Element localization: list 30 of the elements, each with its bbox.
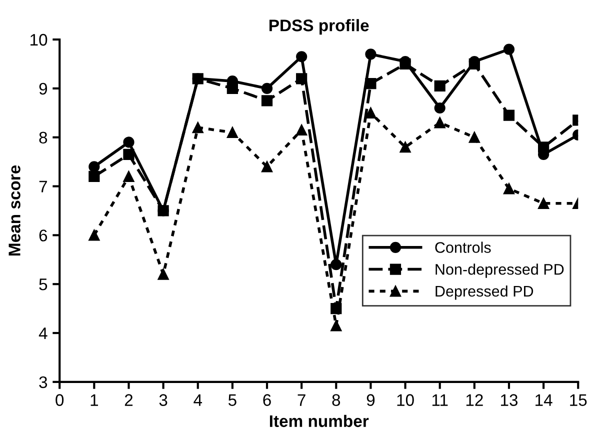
x-tick-label: 15 bbox=[570, 394, 587, 406]
y-tick-label: 4 bbox=[38, 328, 48, 340]
x-tick-label: 11 bbox=[432, 394, 448, 406]
y-tick-label: 9 bbox=[39, 82, 48, 95]
x-tick-label: 5 bbox=[228, 394, 236, 406]
y-tick-label: 8 bbox=[39, 132, 48, 144]
y-tick-label: 5 bbox=[39, 278, 48, 290]
x-tick-label: 2 bbox=[124, 394, 133, 406]
x-tick-label: 0 bbox=[56, 394, 64, 406]
legend-label: Controls bbox=[435, 242, 491, 253]
x-axis-title: Item number bbox=[270, 414, 369, 428]
x-tick-label: 7 bbox=[298, 394, 306, 406]
x-tick-label: 3 bbox=[159, 394, 168, 406]
x-tick-label: 9 bbox=[366, 394, 375, 406]
x-tick-label: 12 bbox=[466, 394, 483, 406]
y-axis-title: Mean score bbox=[8, 165, 20, 256]
x-tick-label: 13 bbox=[500, 394, 518, 406]
y-tick-label: 3 bbox=[39, 376, 48, 388]
x-tick-label: 14 bbox=[536, 394, 552, 406]
x-tick-label: 1 bbox=[90, 394, 98, 406]
y-tick-label: 7 bbox=[39, 180, 47, 192]
x-tick-label: 6 bbox=[263, 394, 271, 406]
x-tick-label: 8 bbox=[332, 394, 340, 406]
x-tick-label: 4 bbox=[194, 394, 202, 406]
chart-title: PDSS profile bbox=[270, 19, 369, 35]
y-tick-label: 10 bbox=[30, 34, 48, 46]
legend-label: Depressed PD bbox=[436, 285, 534, 300]
y-tick-label: 6 bbox=[39, 230, 48, 242]
legend-label: Non-depressed PD bbox=[436, 264, 564, 278]
x-tick-label: 10 bbox=[397, 394, 414, 406]
